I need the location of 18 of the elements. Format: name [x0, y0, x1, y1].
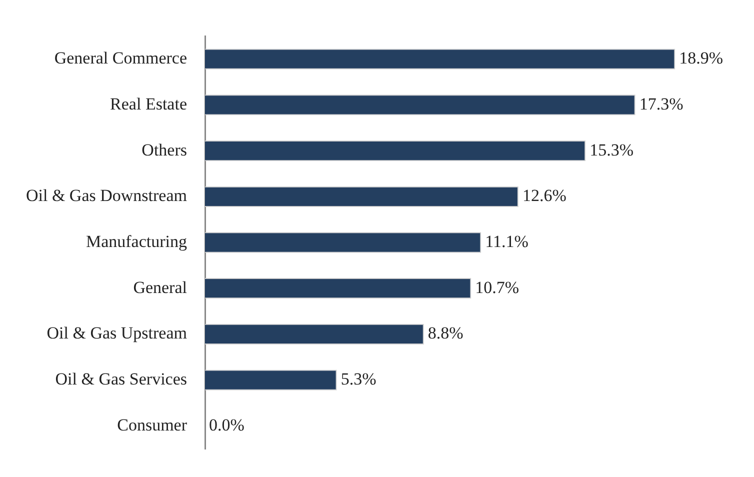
- y-tick-label: Oil & Gas Downstream: [26, 186, 187, 206]
- y-tick-label: Consumer: [117, 415, 188, 434]
- data-label: 18.9%: [679, 48, 724, 68]
- data-label: 10.7%: [475, 278, 520, 297]
- y-tick-label: Real Estate: [110, 94, 187, 114]
- data-label: 17.3%: [639, 94, 684, 114]
- data-label: 15.3%: [590, 140, 634, 160]
- data-label: 11.1%: [485, 232, 528, 251]
- data-label: 8.8%: [428, 324, 464, 343]
- data-label: 12.6%: [522, 186, 566, 206]
- y-tick-label: General Commerce: [54, 48, 187, 68]
- y-tick-label: Oil & Gas Services: [55, 370, 187, 388]
- data-label: 0.0%: [209, 415, 244, 434]
- y-tick-label: Manufacturing: [86, 232, 188, 251]
- y-tick-label: Others: [142, 140, 187, 160]
- y-tick-label: Oil & Gas Upstream: [46, 324, 187, 343]
- y-tick-label: General: [133, 278, 188, 297]
- data-label: 5.3%: [340, 370, 376, 388]
